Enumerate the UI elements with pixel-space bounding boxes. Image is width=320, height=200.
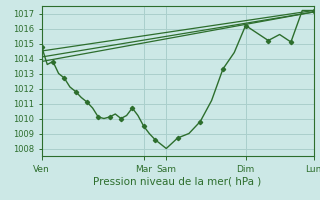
- X-axis label: Pression niveau de la mer( hPa ): Pression niveau de la mer( hPa ): [93, 177, 262, 187]
